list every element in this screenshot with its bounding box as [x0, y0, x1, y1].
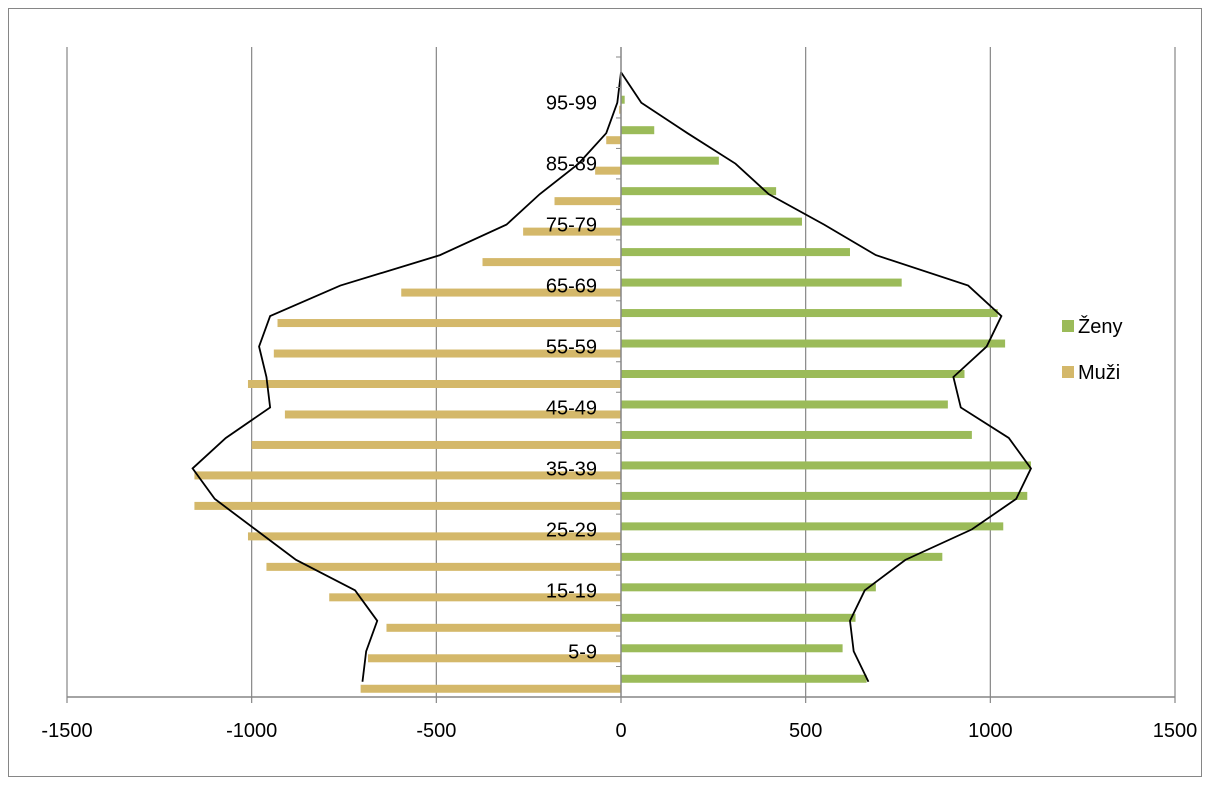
- bar-zeny-40-44: [621, 430, 972, 439]
- bar-muzi-75-79: [523, 227, 621, 236]
- x-tick-label: -1000: [226, 720, 277, 742]
- bar-muzi-85-89: [595, 166, 621, 175]
- legend-label-zeny: Ženy: [1078, 315, 1122, 338]
- category-label: 25-29: [546, 519, 597, 541]
- axes: -1500 -1000 -500 0 500 1000 1500: [41, 47, 1197, 742]
- legend-label-muzi: Muži: [1078, 362, 1120, 384]
- outline-curve: [191, 71, 1033, 683]
- bar-zeny-10-14: [621, 613, 856, 622]
- bar-zeny-20-24: [621, 552, 943, 561]
- bar-zeny-25-29: [621, 522, 1004, 531]
- category-label: 35-39: [546, 458, 597, 480]
- x-tick-label: 500: [789, 720, 822, 742]
- legend-swatch-muzi: [1062, 366, 1074, 378]
- bar-muzi-55-59: [273, 349, 621, 358]
- gridlines: [66, 47, 1176, 697]
- bar-zeny-45-49: [621, 400, 948, 409]
- bar-zeny-90-94: [621, 126, 655, 135]
- category-labels: 5-9 15-19 25-29 35-39 45-49 55-59 65-69 75-79 85…: [546, 93, 597, 664]
- bar-muzi-15-19: [329, 593, 621, 602]
- bar-zeny-50-54: [621, 370, 965, 378]
- bar-zeny-85-89: [621, 156, 719, 165]
- x-tick-label: 1500: [1153, 720, 1198, 742]
- category-label: 95-99: [546, 93, 597, 115]
- bar-muzi-50-54: [247, 380, 621, 388]
- population-pyramid-chart: -1500 -1000 -500 0 500 1000 1500 5-9 15-19 25-29…: [41, 47, 1197, 742]
- bar-muzi-70-74: [482, 258, 621, 267]
- bar-zeny-60-64: [621, 309, 998, 318]
- bar-muzi-35-39: [194, 471, 622, 480]
- chart-frame: -1500 -1000 -500 0 500 1000 1500 5-9 15-19 25-29…: [8, 8, 1202, 777]
- bar-zeny-0-4: [621, 674, 867, 683]
- category-label: 15-19: [546, 580, 597, 602]
- category-label: 75-79: [546, 215, 597, 237]
- bar-muzi-0-4: [360, 684, 621, 693]
- category-label: 45-49: [546, 397, 597, 419]
- bar-zeny-80-84: [621, 187, 777, 196]
- bar-muzi-5-9: [368, 654, 621, 663]
- bar-muzi-60-64: [277, 319, 621, 328]
- bars: [194, 95, 1031, 693]
- bar-zeny-15-19: [621, 583, 876, 592]
- x-tick-label: -1500: [41, 720, 92, 742]
- outline-left: [191, 72, 622, 682]
- bar-muzi-95-99: [619, 105, 621, 114]
- bar-muzi-30-34: [194, 501, 622, 510]
- bar-zeny-95-99: [621, 95, 625, 104]
- bar-muzi-10-14: [386, 623, 621, 632]
- legend: Ženy Muži: [1062, 315, 1122, 384]
- x-tick-label: 0: [615, 720, 626, 742]
- bar-zeny-35-39: [621, 461, 1031, 470]
- bar-muzi-40-44: [251, 440, 621, 449]
- outline-right: [620, 71, 1033, 683]
- bar-zeny-75-79: [621, 217, 802, 226]
- bar-muzi-90-94: [606, 136, 621, 145]
- bar-zeny-70-74: [621, 248, 850, 257]
- category-label: 5-9: [568, 641, 597, 663]
- category-label: 65-69: [546, 276, 597, 298]
- bar-zeny-5-9: [621, 644, 843, 653]
- bar-muzi-45-49: [284, 410, 621, 419]
- x-tick-label: -500: [416, 720, 456, 742]
- bar-muzi-25-29: [247, 532, 621, 541]
- bar-muzi-80-84: [554, 197, 621, 206]
- x-tick-label: 1000: [968, 720, 1013, 742]
- bar-zeny-65-69: [621, 278, 902, 287]
- category-label: 85-89: [546, 154, 597, 176]
- bar-muzi-20-24: [266, 562, 621, 571]
- category-label: 55-59: [546, 337, 597, 359]
- legend-swatch-zeny: [1062, 320, 1074, 332]
- bar-zeny-30-34: [621, 491, 1028, 500]
- bar-zeny-55-59: [621, 339, 1006, 348]
- bar-muzi-65-69: [401, 288, 621, 297]
